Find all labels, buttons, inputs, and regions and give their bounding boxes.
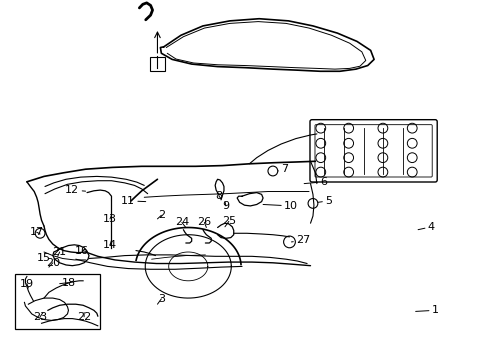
Text: 6: 6 (304, 177, 326, 187)
Text: 23: 23 (33, 312, 47, 322)
Text: 10: 10 (263, 201, 297, 211)
Text: 15: 15 (37, 253, 55, 264)
Text: 21: 21 (53, 247, 66, 257)
Text: 9: 9 (222, 201, 229, 211)
Text: 22: 22 (77, 312, 91, 322)
Bar (15, 274, 100, 329)
Text: 14: 14 (103, 240, 117, 250)
Text: 13: 13 (103, 214, 117, 224)
Text: 1: 1 (415, 305, 438, 315)
Text: 27: 27 (291, 235, 310, 246)
Text: 24: 24 (174, 217, 189, 228)
Text: 12: 12 (65, 185, 85, 195)
Text: 18: 18 (60, 278, 75, 288)
Text: 8: 8 (215, 191, 222, 201)
Text: 11: 11 (121, 196, 145, 206)
Bar (149, 57, 165, 71)
Text: 20: 20 (46, 258, 60, 268)
Text: 2: 2 (157, 210, 164, 220)
Text: 19: 19 (20, 279, 34, 289)
Text: 17: 17 (30, 227, 43, 237)
Text: 25: 25 (222, 216, 235, 227)
Text: 26: 26 (197, 217, 211, 228)
Text: 3: 3 (157, 294, 164, 304)
Text: 5: 5 (317, 196, 331, 206)
Text: 16: 16 (75, 246, 89, 256)
Text: 4: 4 (417, 222, 434, 232)
Text: 7: 7 (277, 164, 287, 174)
